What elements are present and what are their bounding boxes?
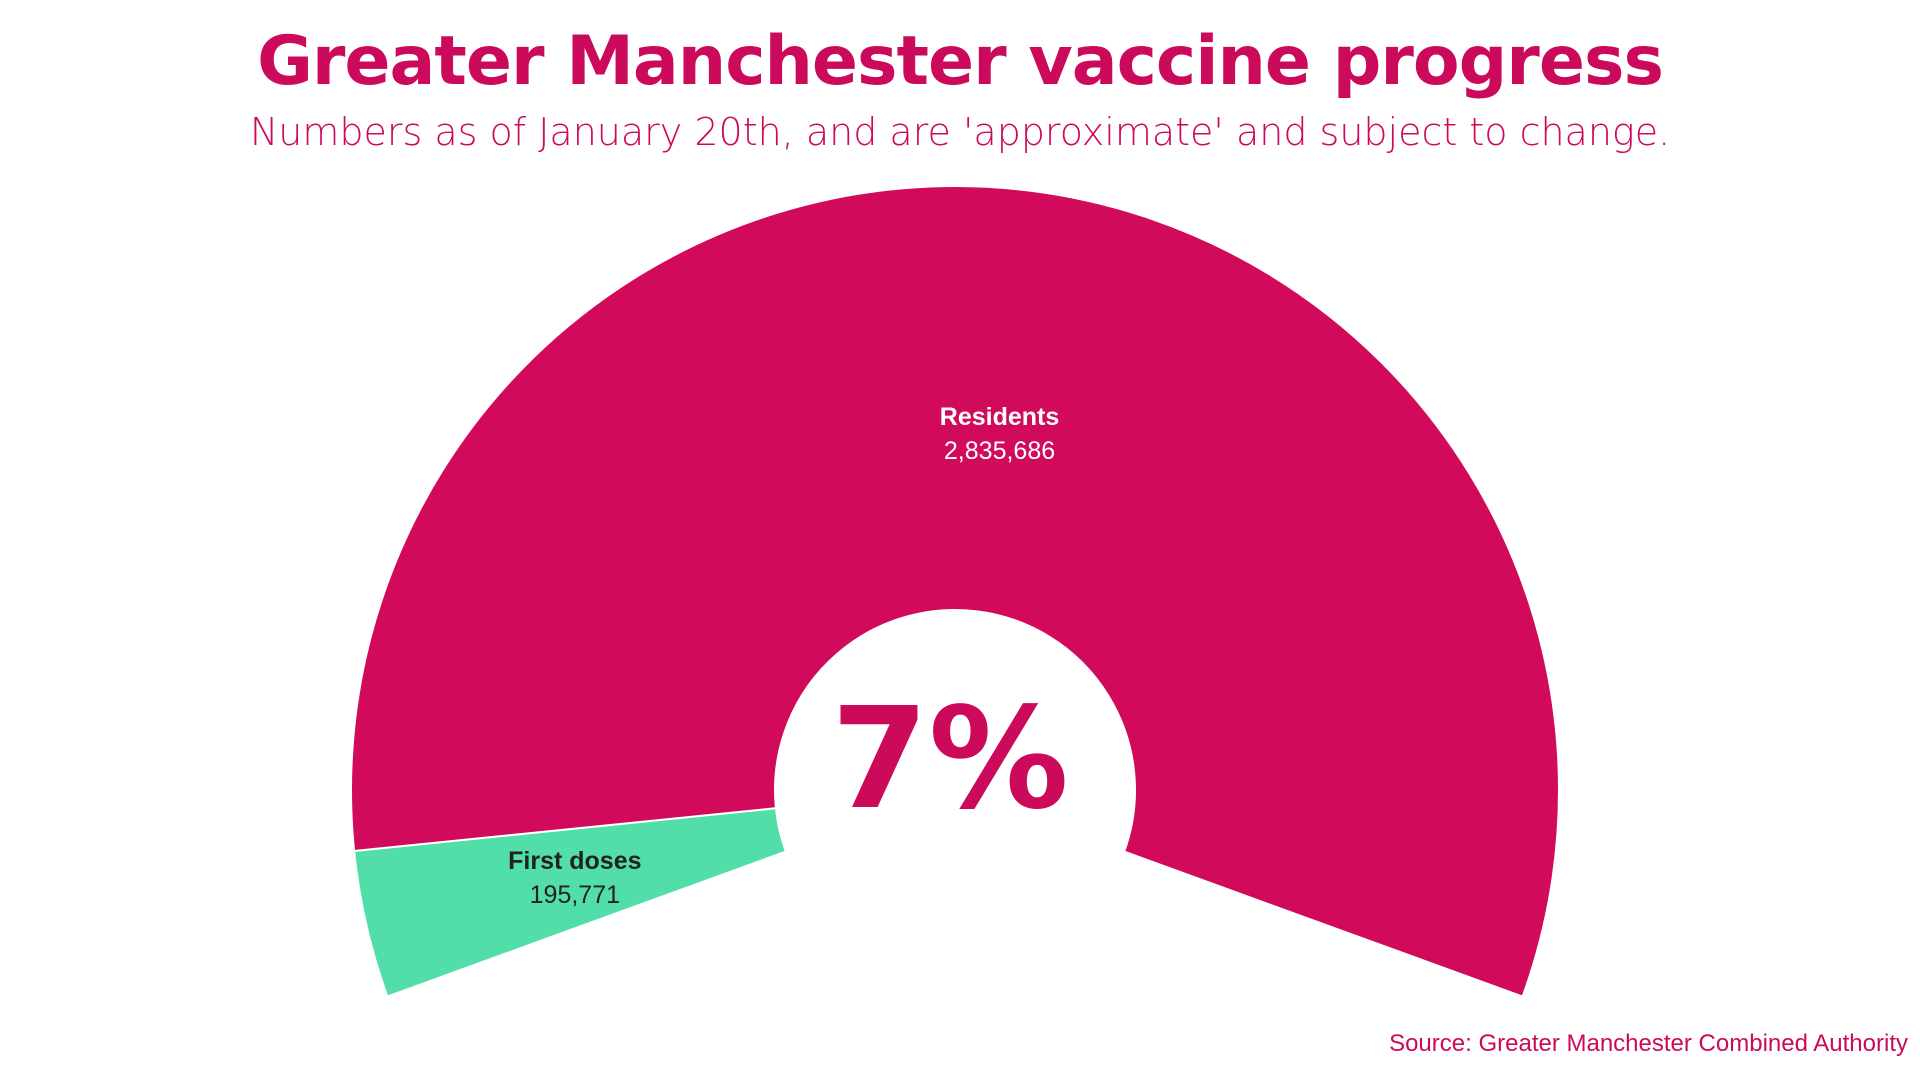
source-note: Source: Greater Manchester Combined Auth…: [1389, 1030, 1908, 1057]
center-percentage: 7%: [831, 678, 1069, 841]
chart-title: Greater Manchester vaccine progress: [257, 22, 1664, 101]
slice-label-first-doses: First doses: [508, 847, 641, 875]
slice-value-first-doses: 195,771: [530, 881, 620, 909]
slice-value-residents: 2,835,686: [944, 437, 1055, 465]
slice-label-residents: Residents: [940, 403, 1059, 431]
slice-residents: [349, 185, 1560, 998]
chart-subtitle: Numbers as of January 20th, and are 'app…: [249, 110, 1671, 154]
